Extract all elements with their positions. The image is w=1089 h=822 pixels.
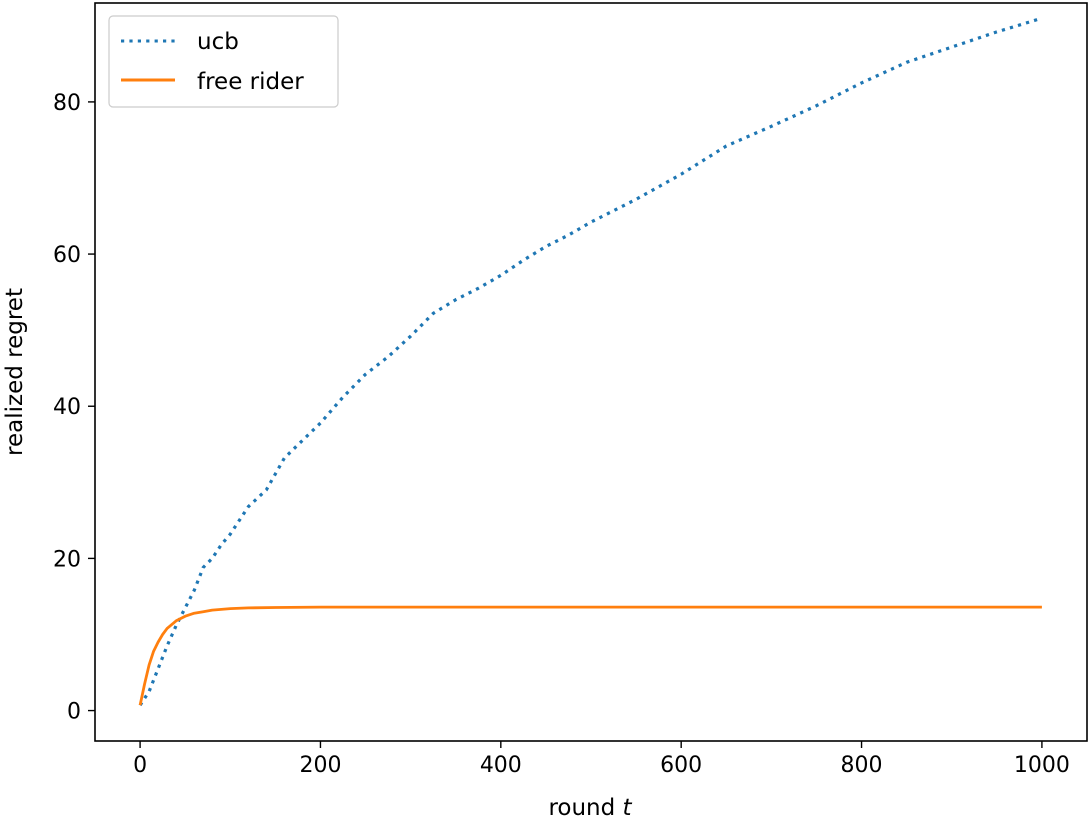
- legend-box: [108, 15, 339, 108]
- x-axis-label: round t: [548, 795, 632, 821]
- series-line-free-rider: [138, 605, 1042, 706]
- x-tick-label: 1000: [1014, 753, 1070, 778]
- legend-label-ucb: ucb: [197, 29, 239, 55]
- y-tick-label: 60: [53, 243, 81, 268]
- y-axis-label: realized regret: [2, 288, 28, 456]
- legend-label-free-rider: free rider: [197, 69, 304, 95]
- x-axis: 0 200 400 600 800 1000: [133, 741, 1070, 778]
- plot-area: [94, 2, 1088, 742]
- x-tick-label: 0: [133, 753, 147, 778]
- y-tick-label: 20: [53, 547, 81, 572]
- y-axis: 0 20 40 60 80: [53, 91, 95, 725]
- x-tick-label: 400: [480, 753, 522, 778]
- legend: ucb free rider: [108, 15, 339, 108]
- x-axis-label-var: t: [623, 795, 633, 821]
- x-tick-label: 800: [841, 753, 883, 778]
- x-tick-label: 200: [299, 753, 341, 778]
- x-tick-label: 600: [660, 753, 702, 778]
- y-tick-label: 0: [67, 700, 81, 725]
- y-tick-label: 40: [53, 395, 81, 420]
- axes-frame: [94, 2, 1088, 742]
- x-axis-label-text: round: [548, 795, 615, 821]
- series-line-ucb: [138, 16, 1043, 707]
- series-layer: [138, 16, 1043, 707]
- y-tick-label: 80: [53, 91, 81, 116]
